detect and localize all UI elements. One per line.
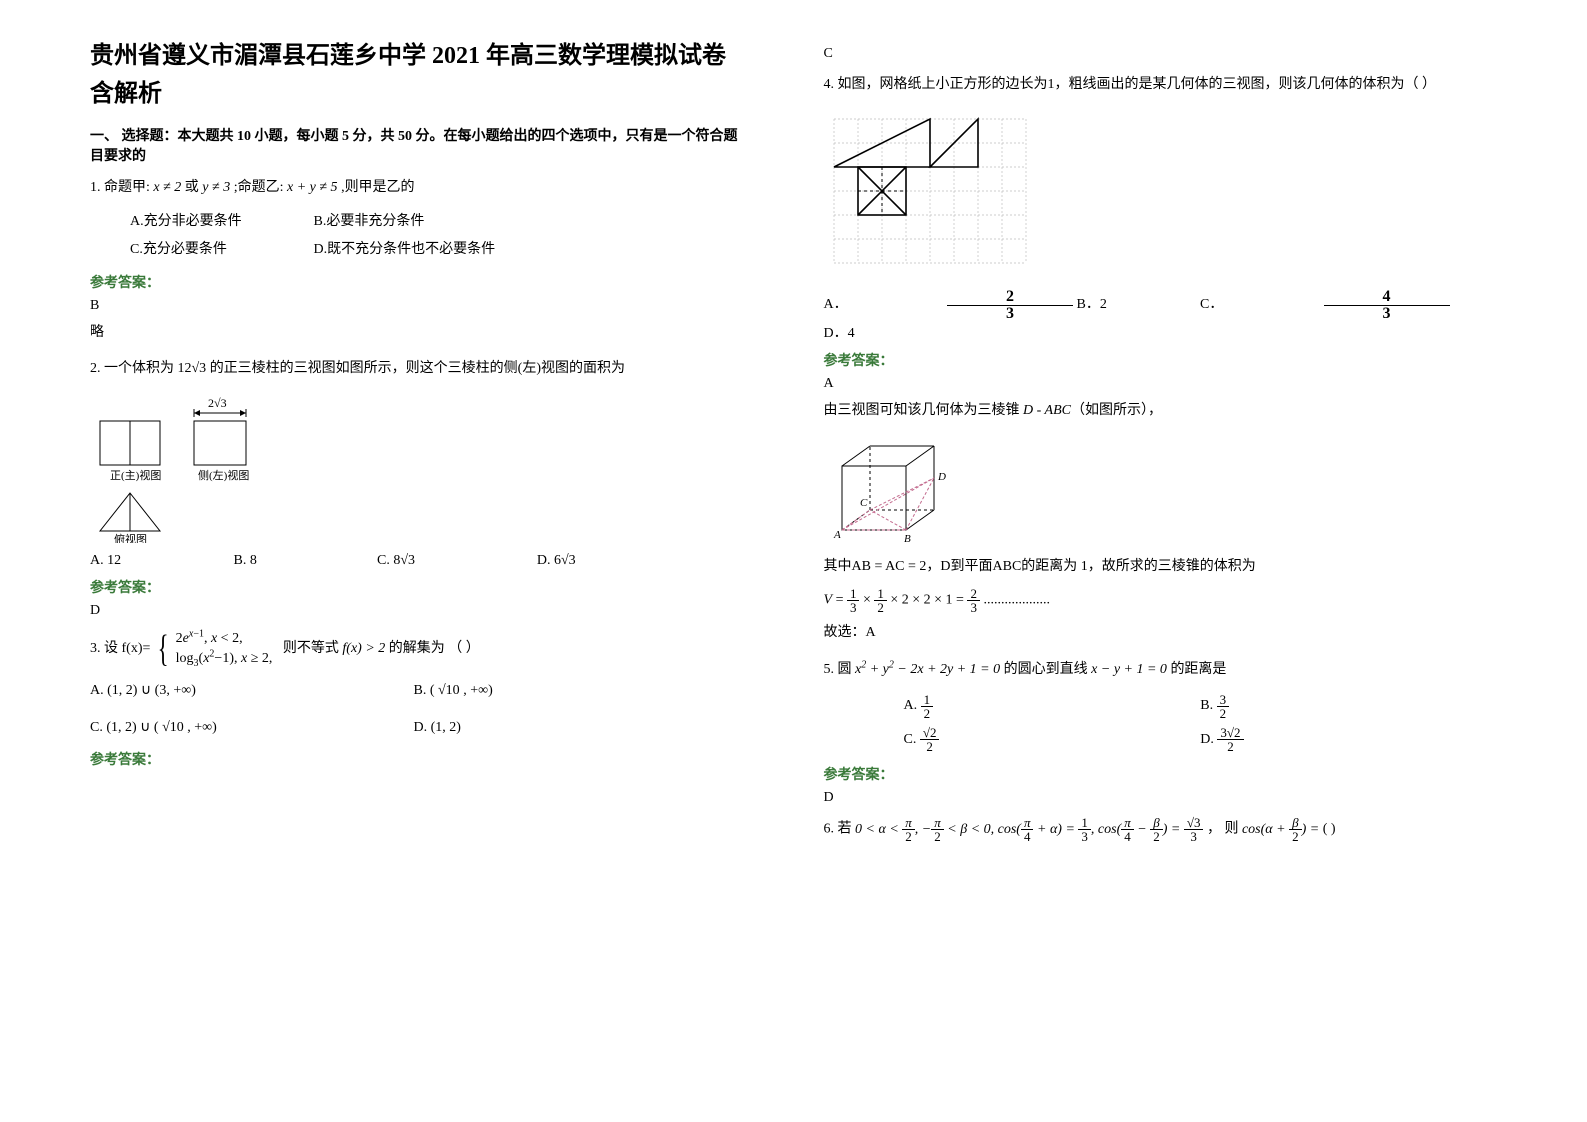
right-column: C 4. 如图，网格纸上小正方形的边长为1，粗线画出的是某几何体的三视图，则该几… bbox=[794, 0, 1587, 1122]
q2-opt-a: A. 12 bbox=[90, 553, 230, 569]
q2-opt-b: B. 8 bbox=[234, 553, 374, 569]
q2-dim-label: 2√3 bbox=[208, 396, 227, 410]
q5-answer-label: 参考答案： bbox=[824, 764, 1498, 784]
q1-opt-b: B.必要非充分条件 bbox=[314, 208, 494, 236]
q5-opt-d: D. 3√22 bbox=[1200, 723, 1497, 757]
q3-options-2: C. (1, 2) ∪ ( √10 , +∞) D. (1, 2) bbox=[90, 715, 744, 742]
q6-expr: 0 < α < π2, −π2 < β < 0, cos(π4 + α) = 1… bbox=[855, 822, 1207, 837]
q3-post: 则不等式 f(x) > 2 的解集为 （ ） bbox=[276, 641, 480, 656]
q4-opt-c: C． 43 bbox=[1200, 289, 1450, 322]
q1-mid2: ;命题乙: bbox=[234, 180, 287, 195]
q1-expr3: x + y ≠ 5 bbox=[287, 180, 338, 195]
q4-options: A． 23 B．2 C． 43 D．4 bbox=[824, 289, 1498, 342]
q3-opt-d: D. (1, 2) bbox=[414, 720, 461, 735]
q3-piecewise: { 2ex−1, x < 2, log3(x2−1), x ≥ 2, bbox=[154, 629, 273, 668]
q4-opt-d: D．4 bbox=[824, 322, 944, 342]
q5-stem: 5. 圆 x2 + y2 − 2x + 2y + 1 = 0 的圆心到直线 x … bbox=[824, 657, 1498, 684]
q4-dots: ................... bbox=[983, 593, 1050, 608]
q2-top-label: 俯视图 bbox=[114, 532, 147, 543]
q5-options: A. 12 B. 32 C. √22 D. 3√22 bbox=[904, 689, 1498, 756]
q3-opt-a: A. (1, 2) ∪ (3, +∞) bbox=[90, 678, 410, 705]
q4-label-d: D bbox=[937, 471, 946, 483]
q3-stem: 3. 设 f(x)= { 2ex−1, x < 2, log3(x2−1), x… bbox=[90, 629, 744, 668]
q1-options: A.充分非必要条件 B.必要非充分条件 C.充分必要条件 D.既不充分条件也不必… bbox=[130, 208, 744, 264]
title-line1: 贵州省遵义市湄潭县石莲乡中学 2021 年高三数学理模拟试卷 bbox=[90, 40, 744, 74]
q2-front-label: 正(主)视图 bbox=[110, 468, 161, 482]
q2-answer: D bbox=[90, 603, 744, 619]
q4-explain2: 其中AB = AC = 2，D到平面ABC的距离为 1，故所求的三棱锥的体积为 bbox=[824, 554, 1498, 581]
q4-opt-b: B．2 bbox=[1077, 293, 1197, 313]
q5-opt-b: B. 32 bbox=[1200, 689, 1497, 723]
q4-grid-svg bbox=[824, 109, 1044, 279]
q5-opt-c: C. √22 bbox=[904, 723, 1201, 757]
q4-opt-a: A． 23 bbox=[824, 289, 1074, 322]
q4-label-a: A bbox=[833, 529, 841, 541]
q4-answer-label: 参考答案： bbox=[824, 350, 1498, 370]
q6-stem: 6. 若 0 < α < π2, −π2 < β < 0, cos(π4 + α… bbox=[824, 816, 1498, 843]
q1-explain: 略 bbox=[90, 320, 744, 347]
q1-mid1: 或 bbox=[185, 180, 203, 195]
q2-opt-d: D. 6√3 bbox=[537, 553, 694, 569]
q1-stem: 1. 命题甲: x ≠ 2 或 y ≠ 3 ;命题乙: x + y ≠ 5 ,则… bbox=[90, 175, 744, 202]
q4-stem: 4. 如图，网格纸上小正方形的边长为1，粗线画出的是某几何体的三视图，则该几何体… bbox=[824, 72, 1498, 99]
exam-page: 贵州省遵义市湄潭县石莲乡中学 2021 年高三数学理模拟试卷 含解析 一、 选择… bbox=[0, 0, 1587, 1122]
q3-answer: C bbox=[824, 46, 1498, 62]
q2-answer-label: 参考答案： bbox=[90, 577, 744, 597]
q5-eq2: x − y + 1 = 0 bbox=[1091, 662, 1167, 677]
q3-options: A. (1, 2) ∪ (3, +∞) B. ( √10 , +∞) bbox=[90, 678, 744, 705]
q4-label-b: B bbox=[904, 533, 911, 544]
q1-answer-label: 参考答案： bbox=[90, 272, 744, 292]
q2-three-views-svg: 2√3 正(主)视图 侧(左)视图 俯视图 bbox=[90, 393, 290, 543]
q5-answer: D bbox=[824, 790, 1498, 806]
q2-figure: 2√3 正(主)视图 侧(左)视图 俯视图 bbox=[90, 393, 744, 543]
q3-opt-c: C. (1, 2) ∪ ( √10 , +∞) bbox=[90, 715, 410, 742]
q3-pre: 3. 设 f(x)= bbox=[90, 641, 154, 656]
q5-opt-a: A. 12 bbox=[904, 689, 1201, 723]
q4-grid-figure bbox=[824, 109, 1498, 279]
q3-opt-b: B. ( √10 , +∞) bbox=[414, 683, 493, 698]
section-1-title: 一、 选择题：本大题共 10 小题，每小题 5 分，共 50 分。在每小题给出的… bbox=[90, 125, 744, 165]
q1-opt-c: C.充分必要条件 bbox=[130, 236, 310, 264]
q5-eq1: x2 + y2 − 2x + 2y + 1 = 0 bbox=[855, 662, 1000, 677]
q2-side-label: 侧(左)视图 bbox=[198, 468, 249, 482]
q2-opt-c: C. 8√3 bbox=[377, 553, 533, 569]
q2-stem: 2. 一个体积为 12√3 的正三棱柱的三视图如图所示，则这个三棱柱的侧(左)视… bbox=[90, 356, 744, 383]
q1-expr1: x ≠ 2 bbox=[153, 180, 181, 195]
q1-opt-a: A.充分非必要条件 bbox=[130, 208, 310, 236]
title-line2: 含解析 bbox=[90, 78, 744, 112]
q6-expr2: cos(α + β2) = bbox=[1242, 822, 1323, 837]
q1-opt-d: D.既不充分条件也不必要条件 bbox=[314, 236, 496, 264]
q4-explain4: 故选：A bbox=[824, 620, 1498, 647]
left-column: 贵州省遵义市湄潭县石莲乡中学 2021 年高三数学理模拟试卷 含解析 一、 选择… bbox=[0, 0, 794, 1122]
q2-options: A. 12 B. 8 C. 8√3 D. 6√3 bbox=[90, 553, 744, 569]
q1-answer: B bbox=[90, 298, 744, 314]
q4-label-c: C bbox=[860, 497, 868, 509]
q4-explain1: 由三视图可知该几何体为三棱锥 D - ABC（如图所示）， bbox=[824, 398, 1498, 425]
q4-explain3: V = 13 × 12 × 2 × 2 × 1 = 23 ...........… bbox=[824, 587, 1498, 614]
q1-tail: ,则甲是乙的 bbox=[341, 180, 415, 195]
q1-expr2: y ≠ 3 bbox=[202, 180, 230, 195]
q4-cube-svg: A B C D bbox=[824, 434, 974, 544]
q3-answer-label: 参考答案： bbox=[90, 749, 744, 769]
q4-answer: A bbox=[824, 376, 1498, 392]
q1-pre: 1. 命题甲: bbox=[90, 180, 150, 195]
q4-cube-figure: A B C D bbox=[824, 434, 1498, 544]
